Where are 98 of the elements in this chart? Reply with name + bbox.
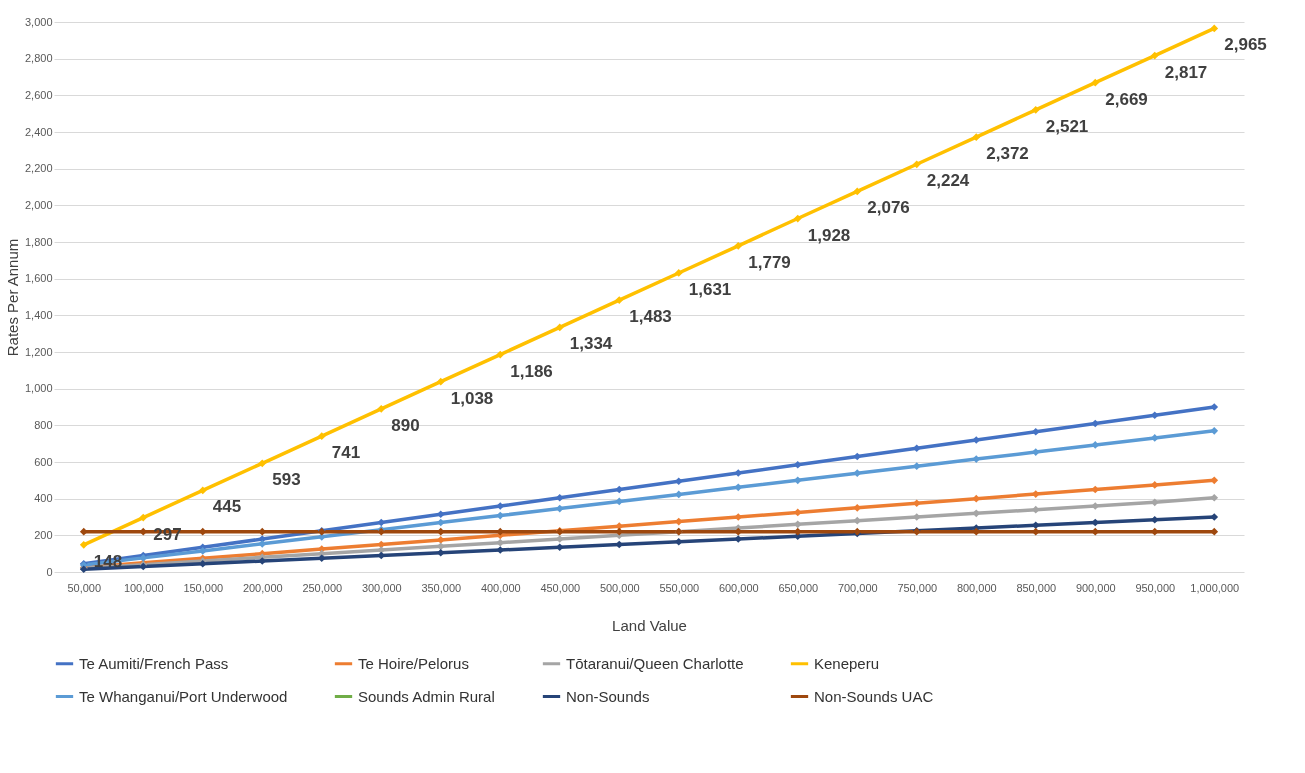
data-label: 1,186 bbox=[510, 361, 553, 381]
point bbox=[734, 241, 743, 250]
x-tick-label: 600,000 bbox=[718, 581, 759, 594]
legend-label: Non-Sounds UAC bbox=[814, 687, 934, 705]
point bbox=[972, 133, 981, 142]
legend-label: Te Hoire/Pelorus bbox=[358, 654, 469, 672]
data-label: 1,334 bbox=[569, 334, 613, 354]
y-tick-label: 3,000 bbox=[24, 15, 53, 28]
y-tick-label: 1,800 bbox=[24, 235, 53, 248]
data-label: 741 bbox=[331, 443, 361, 463]
data-label: 2,076 bbox=[867, 198, 910, 218]
data-label: 1,779 bbox=[748, 252, 791, 272]
point bbox=[1031, 105, 1040, 114]
y-tick-label: 0 bbox=[46, 565, 53, 578]
point bbox=[1210, 513, 1219, 521]
point bbox=[615, 485, 624, 494]
point bbox=[1210, 493, 1219, 502]
x-tick-label: 100,000 bbox=[123, 581, 164, 594]
data-label: 2,372 bbox=[986, 144, 1029, 164]
point bbox=[377, 404, 386, 413]
y-tick-label: 1,600 bbox=[24, 272, 53, 285]
data-label: 1,631 bbox=[688, 279, 732, 299]
y-tick-label: 400 bbox=[34, 492, 53, 505]
point bbox=[258, 459, 267, 468]
point bbox=[793, 214, 802, 223]
legend-label: Sounds Admin Rural bbox=[358, 687, 495, 705]
x-tick-label: 900,000 bbox=[1075, 581, 1116, 594]
point bbox=[674, 269, 683, 277]
point bbox=[1031, 427, 1040, 436]
x-tick-label: 500,000 bbox=[599, 581, 640, 594]
data-label: 1,038 bbox=[450, 388, 494, 408]
point bbox=[496, 350, 505, 359]
x-axis-title: Land Value bbox=[612, 616, 687, 634]
x-tick-label: 300,000 bbox=[361, 581, 402, 594]
point bbox=[1210, 24, 1219, 33]
point bbox=[1210, 403, 1219, 411]
y-tick-label: 1,400 bbox=[24, 308, 53, 321]
x-tick-label: 1,000,000 bbox=[1190, 581, 1240, 594]
point bbox=[1210, 527, 1219, 536]
data-label: 890 bbox=[391, 415, 420, 435]
x-tick-label: 350,000 bbox=[421, 581, 462, 594]
data-label: 1,483 bbox=[629, 307, 672, 327]
x-tick-label: 250,000 bbox=[302, 581, 343, 594]
x-tick-label: 400,000 bbox=[480, 581, 521, 594]
point bbox=[79, 540, 88, 549]
point bbox=[555, 323, 564, 332]
legend-label: Tōtaranui/Queen Charlotte bbox=[566, 654, 744, 672]
data-label: 2,521 bbox=[1045, 116, 1089, 136]
y-tick-label: 1,000 bbox=[24, 382, 53, 395]
point bbox=[377, 518, 386, 527]
point bbox=[853, 452, 862, 461]
y-tick-label: 2,000 bbox=[24, 198, 53, 211]
point bbox=[555, 493, 564, 502]
y-tick-label: 2,400 bbox=[24, 125, 53, 138]
x-tick-label: 650,000 bbox=[778, 581, 819, 594]
y-tick-label: 800 bbox=[34, 418, 53, 431]
x-tick-label: 200,000 bbox=[242, 581, 283, 594]
point bbox=[1210, 476, 1219, 485]
x-tick-label: 850,000 bbox=[1016, 581, 1057, 594]
data-label: 593 bbox=[272, 470, 301, 490]
x-tick-label: 50,000 bbox=[67, 581, 102, 594]
point bbox=[615, 296, 624, 304]
data-label: 1,928 bbox=[807, 225, 851, 245]
point bbox=[79, 527, 88, 536]
point bbox=[1150, 51, 1159, 60]
point bbox=[793, 460, 802, 469]
point bbox=[317, 432, 326, 441]
x-tick-label: 950,000 bbox=[1135, 581, 1176, 594]
legend-label: Non-Sounds bbox=[566, 687, 650, 705]
point bbox=[198, 486, 207, 495]
point bbox=[436, 377, 445, 386]
data-label: 2,669 bbox=[1105, 89, 1148, 109]
legend-label: Te Aumiti/French Pass bbox=[79, 654, 229, 672]
x-tick-label: 800,000 bbox=[956, 581, 997, 594]
x-tick-label: 700,000 bbox=[837, 581, 878, 594]
x-tick-label: 450,000 bbox=[540, 581, 581, 594]
point bbox=[912, 160, 921, 169]
point bbox=[1091, 78, 1100, 87]
y-tick-label: 2,200 bbox=[24, 162, 53, 175]
point bbox=[139, 513, 148, 522]
data-label: 445 bbox=[212, 497, 242, 517]
data-label: 2,817 bbox=[1164, 62, 1208, 82]
y-tick-label: 1,200 bbox=[24, 345, 53, 358]
legend-label: Keneperu bbox=[814, 654, 880, 672]
point bbox=[1210, 426, 1219, 435]
point bbox=[853, 187, 862, 196]
data-label: 2,965 bbox=[1224, 35, 1267, 55]
x-tick-label: 550,000 bbox=[659, 581, 700, 594]
x-tick-label: 150,000 bbox=[183, 581, 224, 594]
data-label: 2,224 bbox=[926, 171, 970, 191]
y-tick-label: 2,600 bbox=[24, 88, 53, 101]
legend-label: Te Whanganui/Port Underwood bbox=[79, 687, 288, 705]
point bbox=[1091, 419, 1100, 428]
y-axis-title: Rates Per Annum bbox=[3, 238, 21, 357]
x-tick-label: 750,000 bbox=[897, 581, 938, 594]
y-tick-label: 2,800 bbox=[24, 52, 53, 65]
y-tick-label: 600 bbox=[34, 455, 53, 468]
y-tick-label: 200 bbox=[34, 528, 53, 541]
